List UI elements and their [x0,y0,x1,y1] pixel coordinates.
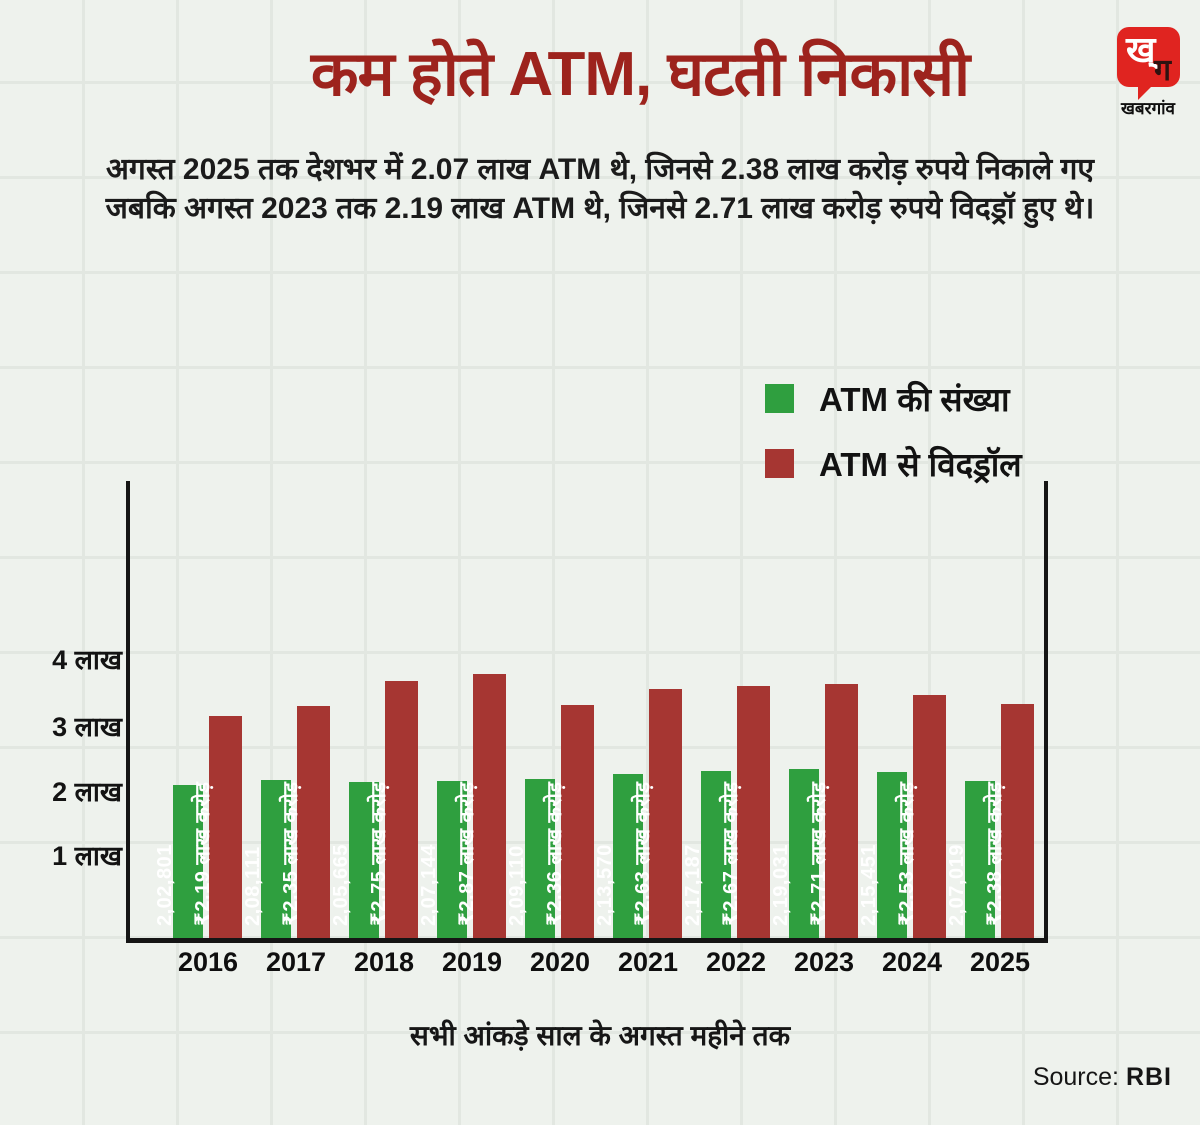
withdrawal-bar-2022: ₹2.67 लाख करोड़ [720,686,770,938]
logo-ga-glyph: ग [1154,54,1171,87]
x-axis-year-label-2019: 2019 [441,947,503,977]
atm-count-value-label: 2,05,665 [330,844,352,926]
y-axis-tick-label: 2 लाख [52,777,122,807]
x-axis-year-label-2024: 2024 [881,947,943,977]
y-axis-tick-label: 4 लाख [52,645,122,675]
legend-label: ATM की संख्या [819,381,1010,418]
atm-count-value-label: 2,19,031 [770,844,792,926]
source-line: Source: RBI [1033,1063,1172,1092]
subtitle-line-2: जबकि अगस्त 2023 तक 2.19 लाख ATM थे, जिनस… [105,192,1095,225]
withdrawal-bar-2017: ₹2.35 लाख करोड़ [280,706,330,938]
withdrawal-bar-2020: ₹2.36 लाख करोड़ [544,705,594,938]
page-title: कम होते ATM, घटती निकासी [310,40,970,109]
atm-count-value-label: 2,07,019 [946,844,968,926]
logo-name: खबरगांव [1121,99,1175,118]
atm-count-bar-2024: 2,15,451 [858,772,907,938]
atm-count-value-label: 2,13,570 [594,844,616,926]
bar-chart: 2,02,801 ₹2.19 लाख करोड़ 2,08,111 ₹2.35 लाख… [126,481,1048,943]
atm-count-value-label: 2,17,187 [682,844,704,926]
atm-count-bar-2021: 2,13,570 [594,774,643,938]
x-axis-year-label-2020: 2020 [529,947,591,977]
withdrawal-bar-2021: ₹2.63 लाख करोड़ [632,689,682,938]
y-axis-tick-label: 3 लाख [52,712,122,742]
withdrawal-bar-2018: ₹2.75 लाख करोड़ [368,681,418,938]
withdrawal-bar-2023: ₹2.71 लाख करोड़ [808,684,858,938]
withdrawal-value-label: ₹2.75 लाख करोड़ [367,781,390,926]
chart-legend: ATM की संख्या ATM से विदड्रॉल [765,376,1022,506]
withdrawal-value-label: ₹2.71 लाख करोड़ [807,781,830,926]
withdrawal-value-label: ₹2.38 लाख करोड़ [983,781,1006,926]
y-axis-tick-label: 1 लाख [52,841,122,871]
atm-count-bar-2022: 2,17,187 [682,771,731,938]
atm-count-bar-2019: 2,07,144 [418,781,467,938]
khabargaon-logo-icon: ख् ग [1117,27,1180,87]
atm-count-bar-2018: 2,05,665 [330,782,379,938]
legend-swatch-icon [765,384,794,413]
atm-count-value-label: 2,02,801 [154,844,176,926]
withdrawal-bar-2024: ₹2.53 लाख करोड़ [896,695,946,938]
atm-count-bar-2025: 2,07,019 [946,781,995,938]
logo-speech-tail [1138,85,1153,100]
atm-count-value-label: 2,08,111 [242,846,264,926]
legend-label: ATM से विदड्रॉल [819,446,1022,483]
legend-item-0: ATM की संख्या [765,376,1022,421]
atm-count-value-label: 2,09,110 [506,845,528,926]
withdrawal-value-label: ₹2.53 लाख करोड़ [895,781,918,926]
x-axis-year-label-2018: 2018 [353,947,415,977]
atm-count-value-label: 2,07,144 [418,844,440,926]
x-axis-year-label-2022: 2022 [705,947,767,977]
legend-swatch-icon [765,449,794,478]
withdrawal-value-label: ₹2.35 लाख करोड़ [279,781,302,926]
source-label: Source: [1032,1063,1119,1091]
x-axis-year-label-2021: 2021 [617,947,679,977]
x-axis-year-label-2017: 2017 [265,947,327,977]
subtitle-line-1: अगस्त 2025 तक देशभर में 2.07 लाख ATM थे,… [106,153,1094,186]
source-value: RBI [1125,1063,1172,1091]
withdrawal-bar-2019: ₹2.87 लाख करोड़ [456,674,506,938]
withdrawal-value-label: ₹2.36 लाख करोड़ [543,781,566,926]
withdrawal-bar-2016: ₹2.19 लाख करोड़ [192,716,242,938]
withdrawal-bar-2025: ₹2.38 लाख करोड़ [984,704,1034,938]
x-axis-year-label-2016: 2016 [177,947,239,977]
logo-kha-glyph: ख् [1126,29,1156,70]
withdrawal-value-label: ₹2.63 लाख करोड़ [631,781,654,926]
atm-count-bar-2016: 2,02,801 [154,785,203,938]
atm-count-bar-2023: 2,19,031 [770,769,819,938]
x-axis-year-label-2025: 2025 [969,947,1031,977]
withdrawal-value-label: ₹2.67 लाख करोड़ [719,781,742,926]
chart-note: सभी आंकड़े साल के अगस्त महीने तक [409,1020,791,1051]
atm-count-bar-2020: 2,09,110 [506,779,555,938]
atm-count-bar-2017: 2,08,111 [242,780,291,938]
legend-item-1: ATM से विदड्रॉल [765,441,1022,486]
subtitle: अगस्त 2025 तक देशभर में 2.07 लाख ATM थे,… [0,150,1200,228]
atm-count-value-label: 2,15,451 [858,844,880,926]
withdrawal-value-label: ₹2.87 लाख करोड़ [455,781,478,926]
withdrawal-value-label: ₹2.19 लाख करोड़ [191,781,214,926]
x-axis-year-label-2023: 2023 [793,947,855,977]
